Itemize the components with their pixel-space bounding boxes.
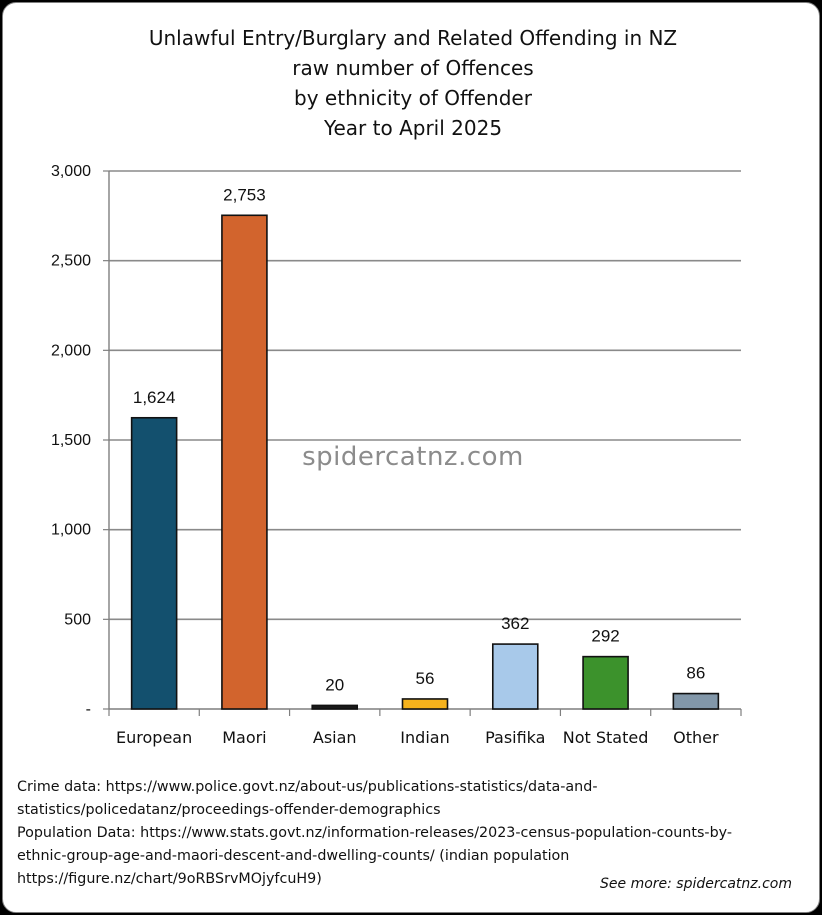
bar-asian [311,704,359,710]
title-line-4: Year to April 2025 [323,116,502,140]
x-tick-label: Asian [313,728,357,747]
y-tick-label: 2,500 [51,253,91,270]
see-more-credit: See more: spidercatnz.com [600,876,792,892]
bar-pasifika [491,643,539,710]
y-tick-label: 3,000 [51,163,91,180]
data-label: 2,753 [223,185,266,204]
x-tick-label: Not Stated [563,728,649,747]
chart-title: Unlawful Entry/Burglary and Related Offe… [149,26,677,140]
y-tick-label: 2,000 [51,342,91,359]
y-tick-label: 1,000 [51,522,91,539]
watermark: spidercatnz.com [302,442,524,472]
bar-other [672,692,720,710]
x-tick-label: Pasifika [485,728,545,747]
title-line-3: by ethnicity of Offender [294,86,533,110]
data-label: 1,624 [133,388,176,407]
title-line-2: raw number of Offences [292,56,533,80]
bar-chart: Unlawful Entry/Burglary and Related Offe… [51,26,742,747]
x-tick-label: Indian [400,728,449,747]
bar-indian [401,698,449,710]
bar-maori [221,214,268,710]
x-tick-label: Maori [222,728,266,747]
data-label: 86 [686,664,705,683]
x-tick-label: Other [673,728,719,747]
footer-line-3: Population Data: https://www.stats.govt.… [17,825,733,841]
bars [130,214,720,710]
data-label: 362 [501,614,529,633]
title-line-1: Unlawful Entry/Burglary and Related Offe… [149,26,677,50]
gridlines: - 500 1,000 1,500 2,000 2,500 3,000 [51,163,741,718]
data-label: 20 [325,675,344,694]
data-label: 56 [416,669,435,688]
data-labels: 1,624 European 2,753 Maori 20 Asian 56 Indian 36… [116,185,719,747]
x-tick-label: European [116,728,192,747]
y-tick-label: - [86,701,91,718]
footer-line-4: ethnic-group-age-and-maori-descent-and-d… [17,848,570,864]
y-tick-label: 500 [64,611,91,628]
y-tick-label: 1,500 [51,432,91,449]
data-label: 292 [591,627,619,646]
bar-european [130,416,178,710]
footer-line-5: https://figure.nz/chart/9oRBSrvMOjyfcuH9… [17,871,322,887]
footer-line-1: Crime data: https://www.police.govt.nz/a… [17,779,598,795]
bar-not-stated [582,655,629,710]
footer-line-2: statistics/policedatanz/proceedings-offe… [17,802,441,818]
